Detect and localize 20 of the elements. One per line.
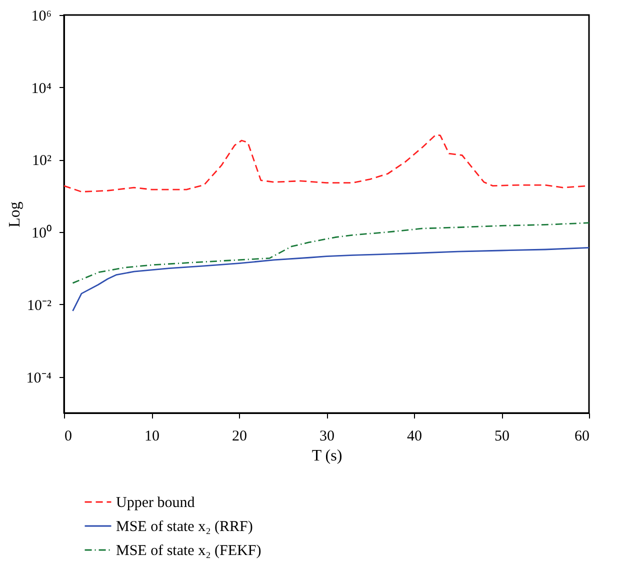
y-tick-label: 10⁰ (32, 224, 52, 242)
y-tick-label: 10⁶ (31, 8, 52, 24)
y-tick-label: 10⁻² (27, 298, 52, 314)
x-tick-label: 0 (64, 428, 72, 444)
x-tick-label: 60 (574, 428, 590, 444)
y-axis-title: Log (6, 202, 24, 228)
x-tick-label: 40 (407, 428, 422, 444)
line-series (72, 247, 589, 312)
x-tick-label: 10 (144, 428, 160, 444)
x-tick-label: 20 (232, 428, 247, 444)
legend-label: Upper bound (116, 495, 196, 511)
y-tick-label: 10⁴ (31, 80, 52, 97)
y-tick-label: 10⁻⁴ (26, 370, 52, 386)
x-axis-title: T (s) (312, 448, 342, 464)
x-tick-label: 50 (494, 428, 510, 444)
line-series (72, 222, 589, 284)
x-tick-label: 30 (320, 428, 334, 444)
y-tick-label: 10² (32, 153, 52, 170)
legend-label: MSE of state x₂ (RRF) (116, 519, 253, 535)
legend-label: MSE of state x₂ (FEKF) (116, 543, 262, 559)
